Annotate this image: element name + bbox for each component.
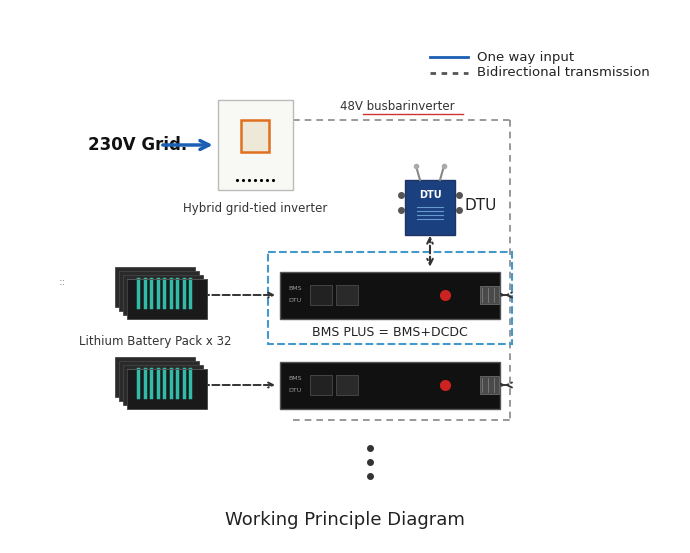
Bar — [127, 369, 207, 409]
Bar — [115, 357, 195, 397]
Bar — [310, 285, 332, 305]
Bar — [123, 365, 203, 405]
Bar — [119, 361, 199, 401]
Text: Working Principle Diagram: Working Principle Diagram — [225, 511, 465, 529]
Text: DTU: DTU — [288, 388, 302, 393]
Bar — [405, 180, 455, 235]
Text: DTU: DTU — [465, 197, 497, 212]
Bar — [115, 267, 195, 307]
Bar — [336, 285, 358, 305]
Bar — [280, 362, 500, 409]
Text: Hybrid grid-tied inverter: Hybrid grid-tied inverter — [183, 202, 327, 215]
Bar — [310, 375, 332, 395]
Text: DTU: DTU — [419, 190, 442, 200]
Bar — [268, 252, 512, 343]
Bar — [241, 120, 269, 152]
Bar — [123, 275, 203, 315]
Text: BMS: BMS — [288, 375, 302, 380]
Text: 230V Grid.: 230V Grid. — [88, 136, 187, 154]
Bar — [217, 100, 293, 190]
Bar — [119, 271, 199, 311]
Text: ::: :: — [59, 277, 66, 287]
Bar — [127, 279, 207, 319]
Text: Lithium Battery Pack x 32: Lithium Battery Pack x 32 — [79, 335, 231, 348]
Bar — [336, 375, 358, 395]
Text: DTU: DTU — [288, 298, 302, 302]
Text: Bidirectional transmission: Bidirectional transmission — [477, 66, 650, 80]
Bar — [480, 376, 499, 394]
Text: BMS PLUS = BMS+DCDC: BMS PLUS = BMS+DCDC — [312, 326, 468, 340]
Text: 48V busbarinverter: 48V busbarinverter — [340, 100, 455, 113]
Text: BMS: BMS — [288, 285, 302, 290]
Bar — [480, 286, 499, 304]
Text: One way input: One way input — [477, 50, 574, 64]
Bar — [280, 272, 500, 319]
